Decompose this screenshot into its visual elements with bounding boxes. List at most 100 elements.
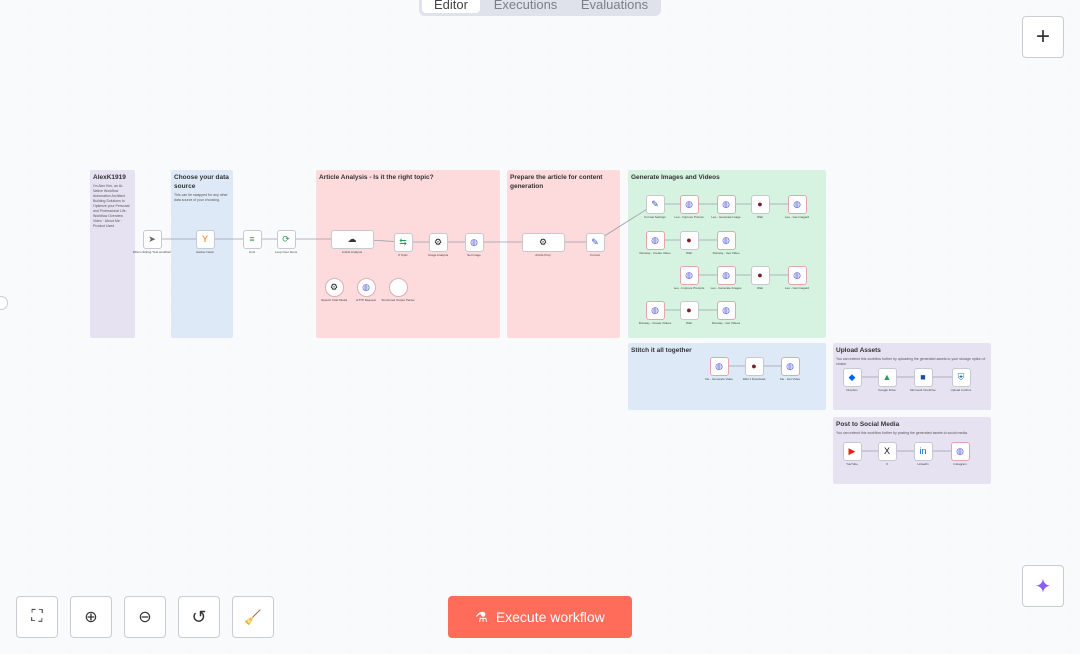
- workflow-node[interactable]: ☁: [330, 229, 374, 249]
- note-body: You can extend this workflow further by …: [836, 431, 968, 435]
- note-title: Stitch it all together: [631, 347, 692, 354]
- globe-icon: ◍: [362, 281, 370, 292]
- globe-icon: ◍: [722, 304, 730, 315]
- node-label: If Topic: [398, 253, 408, 257]
- workflow-node[interactable]: ⚙: [324, 277, 344, 297]
- workflow-node[interactable]: Y: [195, 229, 215, 249]
- workflow-node[interactable]: ✎: [585, 232, 605, 252]
- workflow-node[interactable]: ⟳: [276, 229, 296, 249]
- broom-icon: 🧹: [244, 608, 262, 625]
- loop-icon: ⟳: [282, 233, 290, 244]
- note-title: Article Analysis - Is it the right topic…: [319, 174, 434, 181]
- workflow-node[interactable]: ◍: [787, 194, 807, 214]
- note-title: Post to Social Media: [836, 421, 900, 428]
- node-label: Article Analysis: [341, 250, 363, 254]
- workflow-node[interactable]: in: [913, 441, 933, 461]
- workflow-node[interactable]: ■: [913, 367, 933, 387]
- openai-icon: ⚙: [538, 236, 548, 247]
- tab-editor[interactable]: Editor: [422, 0, 480, 13]
- execute-workflow-button[interactable]: ⚗ Execute workflow: [448, 596, 632, 638]
- zoom-in-button[interactable]: ⊕: [70, 596, 112, 638]
- node-label: Article Prep: [535, 253, 551, 257]
- workflow-node[interactable]: ⇆: [393, 232, 413, 252]
- zoom-out-button[interactable]: ⊖: [124, 596, 166, 638]
- wait-icon: ●: [686, 305, 692, 315]
- workflow-node[interactable]: ◍: [716, 194, 736, 214]
- dropbox-icon: ◆: [848, 371, 856, 382]
- workflow-node[interactable]: ◍: [716, 265, 736, 285]
- workflow-node[interactable]: ✎: [645, 194, 665, 214]
- wait-icon: ●: [751, 361, 757, 371]
- workflow-node[interactable]: ◍: [645, 300, 665, 320]
- workflow-node[interactable]: ●: [750, 194, 770, 214]
- workflow-node[interactable]: ◍: [716, 230, 736, 250]
- workflow-node[interactable]: ●: [679, 300, 699, 320]
- hackernews-icon: Y: [201, 234, 208, 244]
- workflow-node[interactable]: ◍: [679, 265, 699, 285]
- workflow-node[interactable]: ◍: [780, 356, 800, 376]
- wait-icon: ●: [757, 199, 763, 209]
- workflow-node[interactable]: X: [877, 441, 897, 461]
- node-label: Hacker News: [196, 250, 214, 254]
- workflow-node[interactable]: ◍: [645, 230, 665, 250]
- note-title: Upload Assets: [836, 347, 881, 354]
- workflow-node[interactable]: ●: [679, 230, 699, 250]
- note-body: This can be swapped for any other data s…: [174, 193, 228, 202]
- node-label: Wait: [757, 286, 763, 290]
- globe-icon: ◍: [685, 269, 693, 280]
- note-title: Prepare the article for content generati…: [510, 174, 603, 190]
- node-label: Leo - Get imageId: [784, 215, 809, 219]
- workflow-node[interactable]: ●: [744, 356, 764, 376]
- workflow-node[interactable]: ◍: [716, 300, 736, 320]
- onedrive-icon: ■: [920, 372, 926, 382]
- globe-icon: ◍: [651, 234, 659, 245]
- node-label: Limit: [248, 250, 256, 254]
- node-label: OpenAI Chat Model: [320, 298, 348, 302]
- openai-icon: ⚙: [329, 281, 339, 292]
- cursor-icon: ➤: [148, 233, 156, 244]
- sticky-note[interactable]: Prepare the article for content generati…: [507, 170, 620, 338]
- workflow-node[interactable]: ◍: [709, 356, 729, 376]
- ai-assistant-button[interactable]: ✦: [1022, 565, 1064, 607]
- workflow-node[interactable]: ➤: [142, 229, 162, 249]
- sticky-note[interactable]: Article Analysis - Is it the right topic…: [316, 170, 500, 338]
- workflow-node[interactable]: ≡: [242, 229, 262, 249]
- tab-executions[interactable]: Executions: [493, 0, 558, 12]
- tidy-up-button[interactable]: 🧹: [232, 596, 274, 638]
- execute-label: Execute workflow: [495, 609, 605, 625]
- workflow-node[interactable]: ◍: [787, 265, 807, 285]
- node-label: Loop Over Items: [274, 250, 298, 254]
- globe-icon: ◍: [722, 198, 730, 209]
- node-label: Leo - Improve Prompts: [673, 286, 705, 290]
- workflow-node[interactable]: ◍: [356, 277, 376, 297]
- sticky-note[interactable]: AlexK1919 I'm Alex Kim, an AI-Native Work…: [90, 170, 135, 338]
- node-label: X: [885, 462, 888, 466]
- note-title: Choose your data source: [174, 174, 229, 190]
- workflow-node[interactable]: ⛨: [951, 367, 971, 387]
- workflow-node[interactable]: ▶: [842, 441, 862, 461]
- node-label: Upload to Drive: [950, 388, 972, 392]
- workflow-node[interactable]: [388, 277, 408, 297]
- workflow-node[interactable]: ⚙: [521, 232, 565, 252]
- node-label: Kie - Get Video: [779, 377, 801, 381]
- note-title: Generate Images and Videos: [631, 174, 720, 181]
- sticky-note[interactable]: Choose your data source This can be swapp…: [171, 170, 233, 338]
- workflow-node[interactable]: ◆: [842, 367, 862, 387]
- workflow-node[interactable]: ●: [750, 265, 770, 285]
- globe-icon: ◍: [956, 445, 964, 456]
- tab-evaluations[interactable]: Evaluations: [580, 0, 649, 12]
- add-node-button[interactable]: +: [1022, 16, 1064, 58]
- workflow-node[interactable]: ◍: [679, 194, 699, 214]
- sticky-note[interactable]: Stitch it all together: [628, 343, 826, 410]
- zoom-out-icon: ⊖: [138, 609, 152, 626]
- node-label: Runway - Create Videos: [638, 321, 672, 325]
- if-icon: ⇆: [399, 236, 407, 247]
- zoom-to-fit-button[interactable]: ⛶: [16, 596, 58, 638]
- workflow-node[interactable]: ⚙: [428, 232, 448, 252]
- workflow-node[interactable]: ◍: [464, 232, 484, 252]
- workflow-node[interactable]: ◍: [950, 441, 970, 461]
- workflow-node[interactable]: ▲: [877, 367, 897, 387]
- reset-zoom-button[interactable]: ↺: [178, 596, 220, 638]
- globe-icon: ◍: [651, 304, 659, 315]
- node-label: Wait 1 Download: [742, 377, 766, 381]
